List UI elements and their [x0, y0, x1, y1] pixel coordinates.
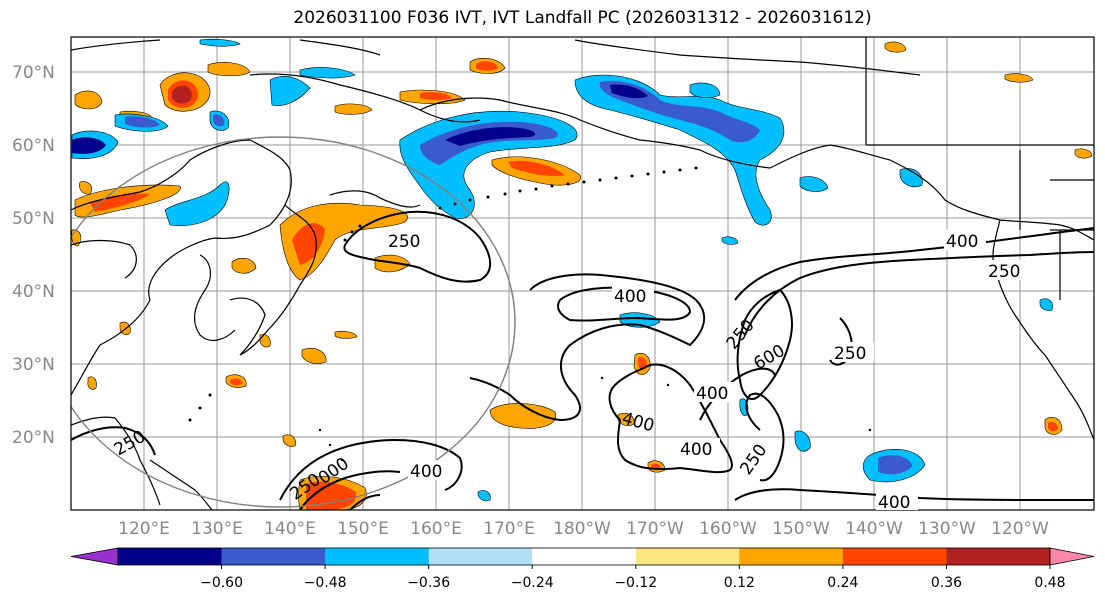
- contour-label: 400: [878, 493, 910, 513]
- colorbar-tick-label: 0.48: [1034, 575, 1065, 591]
- colorbar-tick-label: −0.36: [407, 575, 450, 591]
- contour-label: 250: [988, 262, 1020, 282]
- colorbar-segment: [739, 548, 844, 565]
- colorbar: −0.60 −0.48 −0.36 −0.24 −0.12 0.12 0.24 0.36 0.4…: [70, 547, 1095, 591]
- colorbar-segment: [842, 548, 947, 565]
- lat-label: 70°N: [12, 63, 55, 83]
- lon-label: 130°W: [918, 519, 976, 539]
- lon-label: 160°E: [410, 519, 462, 539]
- ivt-contours: [71, 210, 1094, 510]
- positive-anomaly-fills: [71, 41, 1093, 510]
- lat-label: 50°N: [12, 209, 55, 229]
- contour-label: 400: [680, 440, 712, 460]
- lat-label: 30°N: [12, 355, 55, 375]
- colorbar-tick-label: 0.24: [827, 575, 858, 591]
- colorbar-segment: [325, 548, 430, 565]
- colorbar-extend-max: [1049, 547, 1095, 566]
- colorbar-segment: [946, 548, 1051, 565]
- landfall-region-circle: [71, 136, 516, 508]
- colorbar-tick-label: −0.60: [200, 575, 243, 591]
- lon-gridlines: [143, 37, 1021, 510]
- longitude-labels: 120°E 130°E 140°E 150°E 160°E 170°E 180°…: [118, 519, 1049, 539]
- contour-label: 400: [946, 232, 978, 252]
- colorbar-tick-label: −0.24: [511, 575, 554, 591]
- colorbar-segment: [221, 548, 326, 565]
- contour-label: 250: [388, 232, 420, 252]
- contour-label: 400: [410, 462, 442, 482]
- island-chain: [188, 166, 872, 462]
- lon-label: 140°W: [845, 519, 903, 539]
- lon-label: 130°E: [191, 519, 243, 539]
- colorbar-tick-label: 0.36: [931, 575, 962, 591]
- colorbar-segment: [118, 548, 223, 565]
- colorbar-frame: [117, 547, 1051, 566]
- lon-label: 160°W: [699, 519, 757, 539]
- contour-label: 400: [614, 287, 646, 307]
- map-title: 2026031100 F036 IVT, IVT Landfall PC (20…: [293, 8, 872, 28]
- contour-label: 400: [696, 384, 728, 404]
- lon-label: 150°W: [772, 519, 830, 539]
- colorbar-segment: [428, 548, 533, 565]
- colorbar-extend-min: [70, 547, 119, 566]
- colorbar-tick-label: −0.12: [614, 575, 657, 591]
- lon-label: 170°W: [626, 519, 684, 539]
- lon-label: 120°W: [991, 519, 1049, 539]
- colorbar-tick-label: −0.48: [304, 575, 347, 591]
- colorbar-tick-label: 0.12: [724, 575, 755, 591]
- contour-label: 250: [834, 344, 866, 364]
- lon-label: 180°W: [553, 519, 611, 539]
- lon-label: 170°E: [483, 519, 535, 539]
- lat-label: 40°N: [12, 282, 55, 302]
- latitude-labels: 70°N 60°N 50°N 40°N 30°N 20°N: [12, 63, 55, 448]
- lat-label: 20°N: [12, 428, 55, 448]
- negative-anomaly-fills: [71, 38, 1053, 502]
- lon-label: 150°E: [337, 519, 389, 539]
- colorbar-segment: [635, 548, 740, 565]
- colorbar-segment: [532, 548, 637, 565]
- lon-label: 140°E: [264, 519, 316, 539]
- map-frame: [70, 36, 1095, 511]
- lat-label: 60°N: [12, 136, 55, 156]
- lon-label: 120°E: [118, 519, 170, 539]
